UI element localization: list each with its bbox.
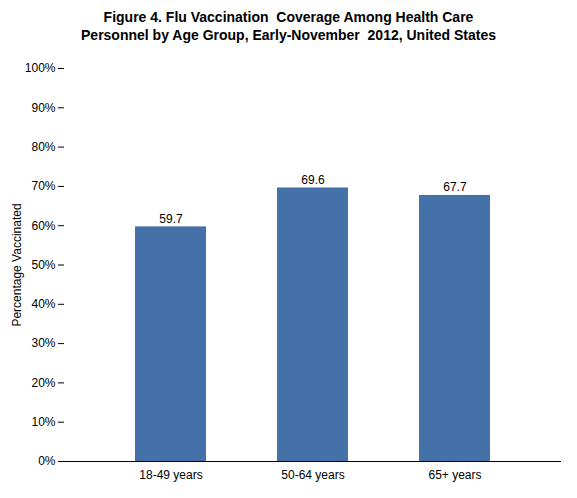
svg-text:0%: 0% — [38, 455, 56, 469]
svg-text:10%: 10% — [31, 415, 55, 429]
svg-text:50%: 50% — [31, 258, 55, 272]
svg-text:18-49 years: 18-49 years — [139, 468, 202, 482]
svg-text:50-64 years: 50-64 years — [281, 468, 344, 482]
svg-text:80%: 80% — [31, 140, 55, 154]
svg-text:100%: 100% — [25, 62, 56, 76]
svg-text:Percentage Vaccinated: Percentage Vaccinated — [10, 204, 24, 327]
html-text:Figure 4. Flu Vaccination Cove: Figure 4. Flu Vaccination Coverage Among… — [81, 9, 496, 44]
svg-text:65+ years: 65+ years — [428, 468, 481, 482]
svg-text:40%: 40% — [31, 298, 55, 312]
svg-text:59.7: 59.7 — [159, 212, 183, 226]
svg-text:90%: 90% — [31, 101, 55, 115]
svg-text:20%: 20% — [31, 376, 55, 390]
svg-text:69.6: 69.6 — [301, 173, 325, 187]
svg-text:70%: 70% — [31, 180, 55, 194]
svg-text:60%: 60% — [31, 219, 55, 233]
svg-text:30%: 30% — [31, 337, 55, 351]
svg-text:67.7: 67.7 — [443, 181, 467, 195]
